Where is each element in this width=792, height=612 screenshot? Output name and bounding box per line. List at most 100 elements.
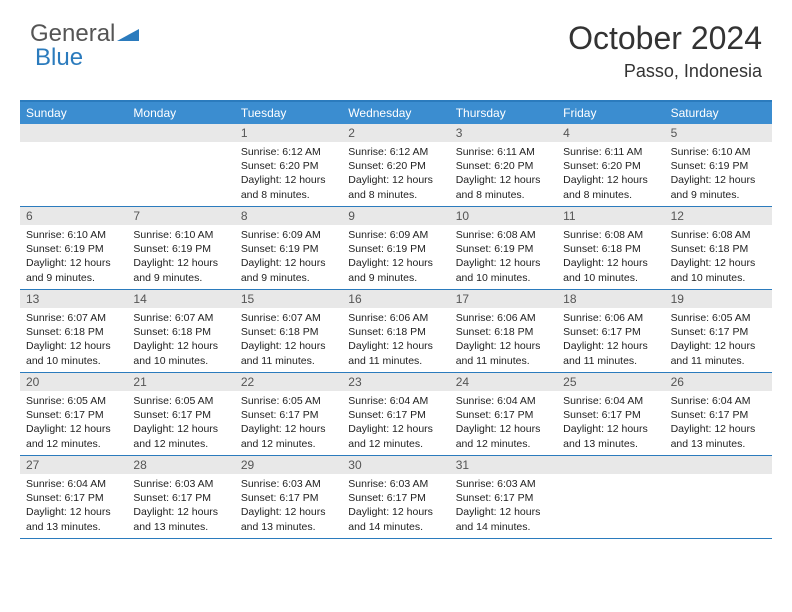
header: General Blue October 2024 Passo, Indones… xyxy=(0,0,792,88)
location-subtitle: Passo, Indonesia xyxy=(568,61,762,82)
day-info: Sunrise: 6:06 AMSunset: 6:18 PMDaylight:… xyxy=(450,308,557,371)
daylight-text: Daylight: 12 hours and 12 minutes. xyxy=(133,422,228,450)
day-number: 16 xyxy=(342,290,449,308)
sunrise-text: Sunrise: 6:11 AM xyxy=(456,145,551,159)
day-info: Sunrise: 6:12 AMSunset: 6:20 PMDaylight:… xyxy=(342,142,449,205)
sunrise-text: Sunrise: 6:05 AM xyxy=(133,394,228,408)
sunset-text: Sunset: 6:20 PM xyxy=(348,159,443,173)
day-cell: 20Sunrise: 6:05 AMSunset: 6:17 PMDayligh… xyxy=(20,373,127,455)
day-cell: 25Sunrise: 6:04 AMSunset: 6:17 PMDayligh… xyxy=(557,373,664,455)
sunset-text: Sunset: 6:17 PM xyxy=(348,491,443,505)
day-info: Sunrise: 6:11 AMSunset: 6:20 PMDaylight:… xyxy=(450,142,557,205)
calendar: Sunday Monday Tuesday Wednesday Thursday… xyxy=(20,100,772,539)
sunrise-text: Sunrise: 6:07 AM xyxy=(133,311,228,325)
day-info: Sunrise: 6:05 AMSunset: 6:17 PMDaylight:… xyxy=(665,308,772,371)
sunset-text: Sunset: 6:18 PM xyxy=(456,325,551,339)
dow-saturday: Saturday xyxy=(665,102,772,124)
daylight-text: Daylight: 12 hours and 10 minutes. xyxy=(671,256,766,284)
sunset-text: Sunset: 6:17 PM xyxy=(563,325,658,339)
day-info: Sunrise: 6:07 AMSunset: 6:18 PMDaylight:… xyxy=(127,308,234,371)
day-info: Sunrise: 6:04 AMSunset: 6:17 PMDaylight:… xyxy=(665,391,772,454)
sunrise-text: Sunrise: 6:10 AM xyxy=(671,145,766,159)
daylight-text: Daylight: 12 hours and 13 minutes. xyxy=(133,505,228,533)
day-number: 8 xyxy=(235,207,342,225)
sunrise-text: Sunrise: 6:12 AM xyxy=(241,145,336,159)
day-info: Sunrise: 6:04 AMSunset: 6:17 PMDaylight:… xyxy=(342,391,449,454)
daylight-text: Daylight: 12 hours and 9 minutes. xyxy=(671,173,766,201)
day-number xyxy=(557,456,664,474)
sunset-text: Sunset: 6:19 PM xyxy=(456,242,551,256)
day-number: 1 xyxy=(235,124,342,142)
sunrise-text: Sunrise: 6:06 AM xyxy=(348,311,443,325)
day-cell: 28Sunrise: 6:03 AMSunset: 6:17 PMDayligh… xyxy=(127,456,234,538)
day-cell: 18Sunrise: 6:06 AMSunset: 6:17 PMDayligh… xyxy=(557,290,664,372)
sunset-text: Sunset: 6:19 PM xyxy=(133,242,228,256)
day-number: 18 xyxy=(557,290,664,308)
sunset-text: Sunset: 6:19 PM xyxy=(348,242,443,256)
sunset-text: Sunset: 6:17 PM xyxy=(26,491,121,505)
daylight-text: Daylight: 12 hours and 10 minutes. xyxy=(456,256,551,284)
day-info: Sunrise: 6:07 AMSunset: 6:18 PMDaylight:… xyxy=(20,308,127,371)
empty-cell xyxy=(20,124,127,206)
daylight-text: Daylight: 12 hours and 10 minutes. xyxy=(133,339,228,367)
daylight-text: Daylight: 12 hours and 8 minutes. xyxy=(563,173,658,201)
sunset-text: Sunset: 6:17 PM xyxy=(348,408,443,422)
dow-tuesday: Tuesday xyxy=(235,102,342,124)
daylight-text: Daylight: 12 hours and 9 minutes. xyxy=(26,256,121,284)
day-number: 21 xyxy=(127,373,234,391)
sunrise-text: Sunrise: 6:10 AM xyxy=(133,228,228,242)
day-cell: 15Sunrise: 6:07 AMSunset: 6:18 PMDayligh… xyxy=(235,290,342,372)
sunrise-text: Sunrise: 6:06 AM xyxy=(456,311,551,325)
day-number: 12 xyxy=(665,207,772,225)
daylight-text: Daylight: 12 hours and 11 minutes. xyxy=(671,339,766,367)
day-number: 23 xyxy=(342,373,449,391)
sunrise-text: Sunrise: 6:03 AM xyxy=(241,477,336,491)
daylight-text: Daylight: 12 hours and 9 minutes. xyxy=(241,256,336,284)
day-cell: 6Sunrise: 6:10 AMSunset: 6:19 PMDaylight… xyxy=(20,207,127,289)
sunset-text: Sunset: 6:20 PM xyxy=(241,159,336,173)
logo-text-2: Blue xyxy=(35,44,83,72)
day-cell: 7Sunrise: 6:10 AMSunset: 6:19 PMDaylight… xyxy=(127,207,234,289)
sunrise-text: Sunrise: 6:04 AM xyxy=(26,477,121,491)
sunset-text: Sunset: 6:17 PM xyxy=(563,408,658,422)
dow-monday: Monday xyxy=(127,102,234,124)
sunrise-text: Sunrise: 6:10 AM xyxy=(26,228,121,242)
day-info: Sunrise: 6:09 AMSunset: 6:19 PMDaylight:… xyxy=(235,225,342,288)
day-number: 19 xyxy=(665,290,772,308)
day-info: Sunrise: 6:08 AMSunset: 6:19 PMDaylight:… xyxy=(450,225,557,288)
daylight-text: Daylight: 12 hours and 8 minutes. xyxy=(348,173,443,201)
daylight-text: Daylight: 12 hours and 11 minutes. xyxy=(348,339,443,367)
day-number: 24 xyxy=(450,373,557,391)
empty-cell xyxy=(557,456,664,538)
sunrise-text: Sunrise: 6:04 AM xyxy=(671,394,766,408)
day-cell: 21Sunrise: 6:05 AMSunset: 6:17 PMDayligh… xyxy=(127,373,234,455)
day-cell: 2Sunrise: 6:12 AMSunset: 6:20 PMDaylight… xyxy=(342,124,449,206)
day-cell: 1 Sunrise: 6:12 AMSunset: 6:20 PMDaylight… xyxy=(235,124,342,206)
sunrise-text: Sunrise: 6:11 AM xyxy=(563,145,658,159)
sunset-text: Sunset: 6:17 PM xyxy=(671,325,766,339)
day-info: Sunrise: 6:05 AMSunset: 6:17 PMDaylight:… xyxy=(20,391,127,454)
logo-triangle-icon xyxy=(117,20,139,48)
day-number: 17 xyxy=(450,290,557,308)
sunset-text: Sunset: 6:18 PM xyxy=(241,325,336,339)
day-info: Sunrise: 6:10 AMSunset: 6:19 PMDaylight:… xyxy=(20,225,127,288)
day-info: Sunrise: 6:06 AMSunset: 6:17 PMDaylight:… xyxy=(557,308,664,371)
day-number: 10 xyxy=(450,207,557,225)
day-info: Sunrise: 6:11 AMSunset: 6:20 PMDaylight:… xyxy=(557,142,664,205)
sunset-text: Sunset: 6:19 PM xyxy=(671,159,766,173)
day-info: Sunrise: 6:03 AMSunset: 6:17 PMDaylight:… xyxy=(450,474,557,537)
day-of-week-row: Sunday Monday Tuesday Wednesday Thursday… xyxy=(20,102,772,124)
day-cell: 10Sunrise: 6:08 AMSunset: 6:19 PMDayligh… xyxy=(450,207,557,289)
day-number: 2 xyxy=(342,124,449,142)
sunset-text: Sunset: 6:17 PM xyxy=(456,491,551,505)
sunrise-text: Sunrise: 6:05 AM xyxy=(26,394,121,408)
daylight-text: Daylight: 12 hours and 11 minutes. xyxy=(563,339,658,367)
dow-friday: Friday xyxy=(557,102,664,124)
daylight-text: Daylight: 12 hours and 8 minutes. xyxy=(241,173,336,201)
day-cell: 11Sunrise: 6:08 AMSunset: 6:18 PMDayligh… xyxy=(557,207,664,289)
empty-cell xyxy=(127,124,234,206)
sunrise-text: Sunrise: 6:12 AM xyxy=(348,145,443,159)
day-info: Sunrise: 6:10 AMSunset: 6:19 PMDaylight:… xyxy=(127,225,234,288)
sunrise-text: Sunrise: 6:03 AM xyxy=(456,477,551,491)
sunrise-text: Sunrise: 6:08 AM xyxy=(563,228,658,242)
